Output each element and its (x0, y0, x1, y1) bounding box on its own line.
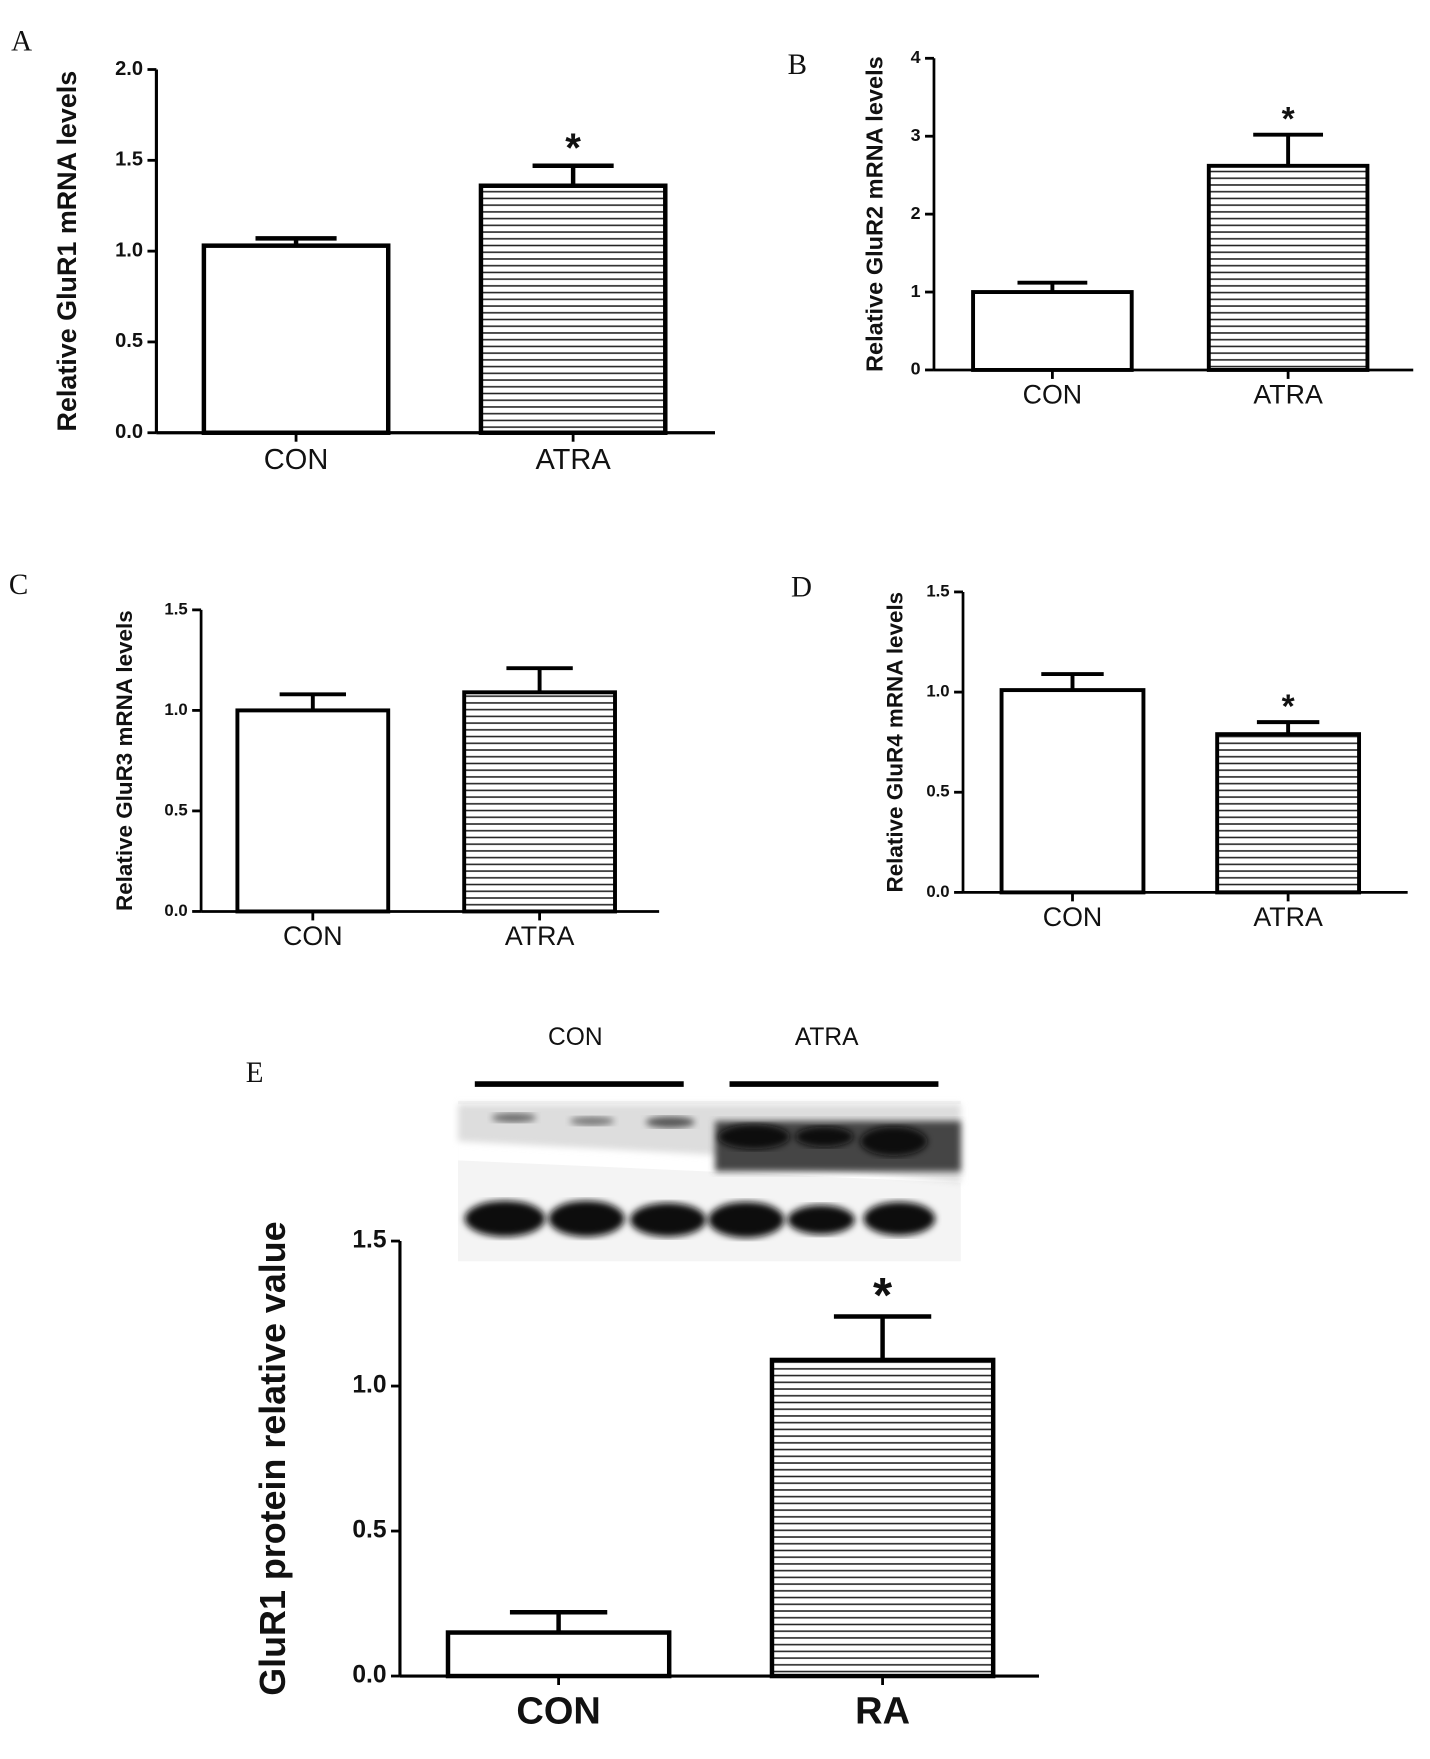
y-tick-label: 0.5 (115, 330, 143, 352)
panel-label: D (791, 571, 812, 603)
panel-label: E (246, 1057, 264, 1089)
bar (478, 183, 668, 435)
x-tick-label: ATRA (1253, 380, 1323, 410)
x-tick-label: CON (516, 1691, 600, 1733)
panel-label: C (9, 569, 28, 601)
y-axis-label: GluR1 protein relative value (253, 1221, 293, 1695)
bar (999, 688, 1146, 895)
y-tick-label: 2.0 (115, 58, 143, 80)
bar (462, 690, 617, 914)
y-tick-label: 0.0 (115, 421, 143, 443)
y-tick-label: 1.5 (115, 149, 143, 171)
panel-label: B (788, 49, 807, 81)
x-tick-label: ATRA (505, 921, 575, 951)
y-tick-label: 1.0 (926, 682, 949, 701)
y-axis-label: Relative GluR4 mRNA levels (883, 592, 908, 893)
bar (445, 1630, 672, 1679)
y-tick-label: 0.0 (926, 882, 949, 901)
significance-star: * (1282, 101, 1296, 138)
y-tick-label: 1.5 (926, 581, 949, 600)
y-tick-label: 0.0 (352, 1662, 386, 1689)
y-tick-label: 1.5 (164, 599, 187, 618)
significance-star: * (873, 1268, 893, 1323)
western-blot (458, 1081, 961, 1262)
bar (1215, 732, 1362, 895)
panel-label: A (11, 25, 32, 57)
x-tick-label: ATRA (535, 444, 611, 476)
x-tick-label: CON (1043, 902, 1103, 932)
x-tick-label: CON (1023, 380, 1083, 410)
bar (235, 708, 391, 914)
y-tick-label: 1.5 (352, 1227, 386, 1254)
y-tick-label: 1.0 (164, 700, 187, 719)
bar (769, 1357, 996, 1679)
y-tick-label: 4 (911, 47, 921, 67)
y-tick-label: 0.5 (926, 782, 949, 801)
y-tick-label: 0.5 (352, 1517, 386, 1544)
y-tick-label: 2 (911, 203, 921, 223)
y-tick-label: 0.0 (164, 901, 187, 920)
blot-label: CON (548, 1024, 603, 1051)
y-tick-label: 0.5 (164, 800, 187, 819)
y-tick-label: 1.0 (352, 1372, 386, 1399)
bar (201, 243, 391, 435)
y-tick-label: 1.0 (115, 239, 143, 261)
y-tick-label: 0 (911, 359, 921, 379)
y-axis-label: Relative GluR1 mRNA levels (52, 71, 82, 432)
y-axis-label: Relative GluR2 mRNA levels (862, 56, 888, 372)
x-tick-label: CON (264, 444, 329, 476)
x-tick-label: RA (855, 1691, 910, 1733)
x-tick-label: CON (283, 921, 343, 951)
x-tick-label: ATRA (1253, 902, 1323, 932)
significance-star: * (565, 125, 581, 170)
y-tick-label: 1 (911, 281, 921, 301)
blot-label: ATRA (795, 1024, 859, 1051)
significance-star: * (1282, 689, 1296, 726)
bar (971, 290, 1134, 372)
y-axis-label: Relative GluR3 mRNA levels (112, 610, 137, 911)
y-tick-label: 3 (911, 125, 921, 145)
bar (1206, 163, 1370, 372)
